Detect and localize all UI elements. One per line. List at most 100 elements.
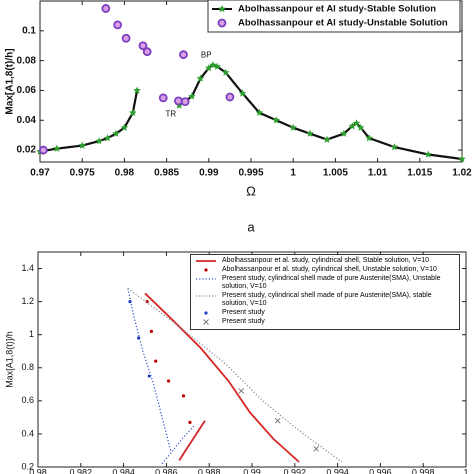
x-tick-label: 0.98 <box>29 467 47 474</box>
star-marker <box>365 134 373 142</box>
legend-swatch <box>196 260 216 262</box>
star-marker <box>390 143 399 151</box>
legend-label: Present study <box>222 318 265 325</box>
x-tick-label: 0.994 <box>326 467 349 474</box>
star-marker <box>356 123 365 131</box>
circle-marker <box>101 4 111 13</box>
x-tick-label: 0.992 <box>284 467 307 474</box>
star-marker <box>129 108 137 116</box>
y-axis-label: Max[A1,8(t)/h] <box>5 48 16 114</box>
circle-marker <box>142 47 152 57</box>
x-tick-label: 0.99 <box>199 168 219 179</box>
y-tick-label: 0.02 <box>17 145 37 156</box>
y-tick-label: 0.04 <box>17 115 37 126</box>
legend-swatch <box>196 278 216 280</box>
dot-marker <box>136 336 141 340</box>
circle-marker <box>180 97 190 107</box>
x-tick-label: 1 <box>463 467 468 474</box>
annotation: BP <box>201 51 212 60</box>
legend-label: Present study, cylindrical shell made of… <box>222 275 441 290</box>
x-tick-label: 0.985 <box>154 168 179 179</box>
x-tick-label: 1.005 <box>323 168 348 179</box>
x-tick-label: 1 <box>290 168 296 179</box>
star-marker <box>238 89 247 97</box>
star-marker <box>458 155 466 163</box>
x-tick-label: 0.975 <box>70 168 95 179</box>
y-tick-label: 1.4 <box>21 263 34 273</box>
star-marker <box>323 135 331 143</box>
legend-label: Abolhassanpour et al. study, cylindrical… <box>222 257 430 264</box>
x-tick-label: 0.995 <box>238 168 263 179</box>
x-tick-label: 1.015 <box>407 168 432 179</box>
star-marker <box>196 74 205 82</box>
x-tick-label: 0.98 <box>115 168 135 179</box>
x-tick-label: 0.99 <box>243 467 261 474</box>
circle-marker <box>179 50 188 60</box>
y-tick-label: 0.4 <box>21 428 34 438</box>
dot-marker <box>147 374 151 378</box>
x-tick-label: 0.984 <box>112 467 135 474</box>
legend-swatch <box>203 319 209 325</box>
legend-entry: Abolhassanpour et al. study, cylindrical… <box>194 257 456 265</box>
star-marker <box>348 122 357 130</box>
legend-entry: Present study, cylindrical shell made of… <box>194 292 456 308</box>
dot-marker <box>149 329 154 333</box>
star-marker <box>78 141 86 149</box>
star-marker <box>424 150 432 158</box>
legend-entry: Present study, cylindrical shell made of… <box>194 275 456 291</box>
series-line <box>127 288 195 465</box>
legend-label: Abolhassanpour et Al study-Unstable Solu… <box>238 18 448 29</box>
circle-marker <box>158 93 168 103</box>
legend-swatch <box>204 268 208 272</box>
star-marker <box>272 116 281 124</box>
x-tick-label: 1.02 <box>452 168 472 179</box>
x-tick-label: 1.01 <box>368 168 388 179</box>
y-tick-label: 0.06 <box>17 85 37 96</box>
circle-marker <box>121 33 131 43</box>
star-marker <box>255 108 264 116</box>
star-marker <box>289 123 297 131</box>
star-marker <box>120 123 129 131</box>
star-marker <box>213 62 221 70</box>
legend-label: Present study <box>222 309 265 316</box>
legend-label: Present study, cylindrical shell made of… <box>222 292 432 307</box>
x-tick-label: 0.988 <box>198 467 221 474</box>
star-marker <box>218 5 226 13</box>
star-marker <box>221 68 230 76</box>
y-tick-label: 0.2 <box>21 461 34 471</box>
circle-marker <box>138 41 148 51</box>
y-tick-label: 0.08 <box>17 55 37 66</box>
x-tick-label: 0.986 <box>155 467 178 474</box>
dot-marker <box>204 268 208 272</box>
annotation: TR <box>165 109 176 118</box>
series-line <box>144 292 300 463</box>
legend: Abolhassanpour et al. study, cylindrical… <box>190 254 460 330</box>
y-tick-label: 0.6 <box>21 395 34 405</box>
star-marker <box>340 129 348 137</box>
y-axis-label: Max[A1,8(t)]/h <box>4 331 14 388</box>
x-tick-label: 0.998 <box>412 467 435 474</box>
x-marker <box>203 319 209 325</box>
star-marker <box>53 144 61 152</box>
y-tick-label: 1 <box>29 329 34 339</box>
y-tick-label: 0.1 <box>22 25 36 36</box>
x-tick-label: 0.982 <box>70 467 93 474</box>
circle-marker <box>225 92 235 102</box>
circle-marker <box>113 20 123 30</box>
x-marker <box>274 417 281 424</box>
x-tick-label: 0.996 <box>369 467 392 474</box>
legend: Abolhassanpour et Al study-Stable Soluti… <box>207 0 461 33</box>
legend-entry: Present study <box>194 309 456 317</box>
panel-label: a <box>247 219 255 234</box>
star-marker <box>95 137 103 145</box>
x-marker <box>238 388 245 394</box>
legend-label: Abolhassanpour et al. study, cylindrical… <box>222 266 437 273</box>
dot-marker <box>188 420 192 424</box>
legend-entry: Present study <box>194 318 456 326</box>
legend-swatch <box>204 311 208 315</box>
star-marker <box>103 134 112 142</box>
legend-box <box>207 0 461 33</box>
legend-entry: Abolhassanpour et al. study, cylindrical… <box>194 266 456 274</box>
